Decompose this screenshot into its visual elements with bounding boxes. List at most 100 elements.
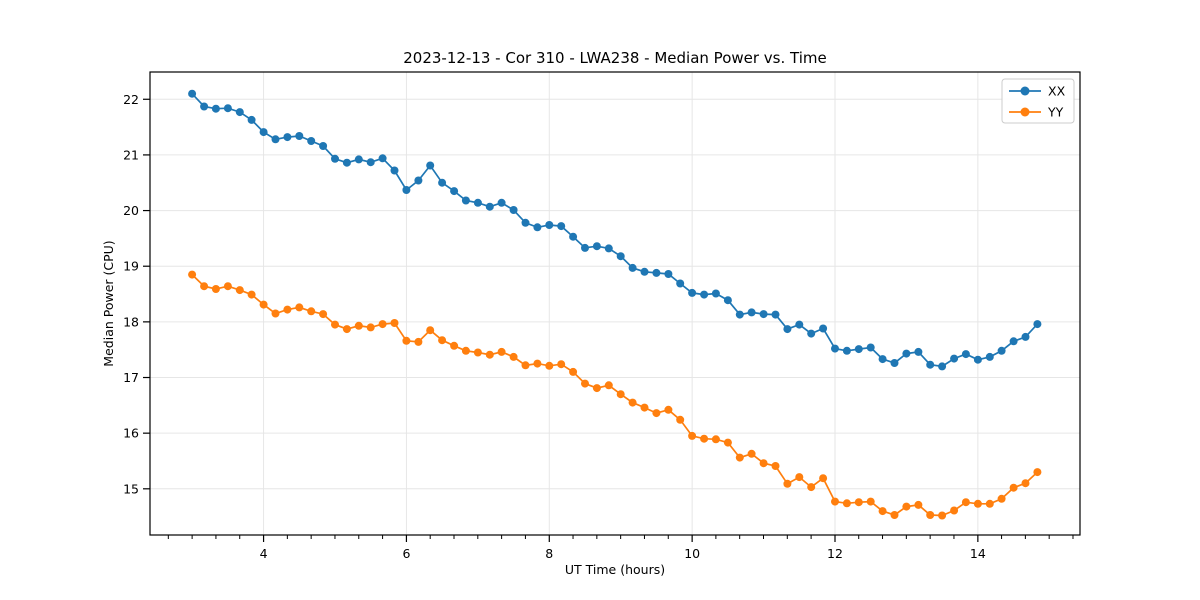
series-marker-yy	[973, 499, 982, 508]
series-marker-xx	[604, 244, 613, 253]
series-marker-yy	[331, 320, 339, 329]
series-marker-yy	[307, 307, 316, 316]
series-marker-yy	[831, 497, 839, 506]
series-marker-yy	[711, 435, 720, 444]
series-marker-yy	[854, 498, 863, 507]
series-marker-xx	[378, 154, 387, 163]
series-marker-yy	[1033, 468, 1042, 477]
series-marker-xx	[854, 345, 863, 354]
series-marker-xx	[569, 232, 578, 241]
series-marker-xx	[759, 310, 768, 319]
series-marker-yy	[747, 449, 756, 458]
x-tick-label: 4	[260, 546, 268, 561]
series-marker-xx	[342, 158, 351, 167]
series-marker-yy	[235, 286, 244, 295]
series-marker-xx	[402, 186, 411, 194]
series-marker-xx	[938, 362, 947, 371]
series-marker-xx	[997, 346, 1006, 355]
series-marker-xx	[926, 360, 935, 369]
series-marker-xx	[866, 343, 875, 352]
legend-item-yy: YY	[1009, 105, 1064, 120]
series-marker-yy	[247, 290, 256, 299]
series-marker-xx	[223, 104, 232, 113]
series-marker-yy	[676, 415, 685, 424]
series-marker-yy	[783, 479, 792, 488]
series-marker-xx	[283, 133, 292, 142]
series-marker-xx	[533, 223, 542, 232]
legend-marker-sample	[1020, 107, 1030, 117]
series-marker-xx	[819, 324, 828, 333]
series-marker-xx	[497, 198, 506, 207]
series-marker-xx	[557, 222, 566, 231]
tick-marks	[143, 98, 1074, 542]
series-marker-xx	[890, 359, 899, 367]
series-marker-yy	[295, 303, 304, 312]
series-marker-xx	[961, 350, 970, 359]
series-marker-xx	[950, 354, 959, 363]
series-marker-yy	[997, 494, 1006, 503]
series-marker-yy	[200, 282, 209, 291]
series-marker-yy	[735, 453, 744, 462]
series-marker-yy	[473, 348, 482, 357]
series-marker-xx	[509, 206, 518, 214]
y-tick-label: 17	[123, 370, 139, 385]
series-marker-xx	[485, 202, 494, 211]
series-marker-yy	[926, 511, 935, 519]
series-marker-yy	[581, 379, 589, 388]
series-marker-xx	[426, 161, 435, 170]
series-marker-xx	[366, 158, 375, 167]
series-marker-yy	[604, 381, 613, 390]
series-marker-xx	[461, 196, 470, 205]
series-marker-xx	[235, 108, 244, 117]
series-marker-yy	[188, 270, 197, 279]
series-marker-yy	[819, 474, 828, 483]
series-marker-xx	[723, 296, 732, 305]
series-marker-xx	[652, 268, 661, 277]
legend-label: XX	[1048, 84, 1066, 99]
series-marker-yy	[950, 506, 959, 515]
series-marker-yy	[759, 459, 768, 468]
series-marker-xx	[307, 137, 316, 145]
x-axis-label: UT Time (hours)	[565, 562, 665, 577]
series-marker-yy	[378, 320, 387, 329]
series-marker-yy	[366, 323, 375, 332]
series-line-xx	[191, 93, 1039, 368]
series-marker-xx	[331, 154, 339, 163]
tick-labels: 4 6 8 10 12 14 15 16 17 18 19 20 21 22	[123, 92, 986, 561]
series-marker-yy	[640, 403, 649, 412]
series-marker-xx	[640, 267, 649, 276]
y-tick-label: 16	[123, 426, 139, 441]
series-marker-yy	[485, 350, 494, 359]
series-marker-yy	[259, 300, 268, 309]
gridlines	[150, 72, 1080, 535]
y-tick-label: 22	[123, 92, 139, 107]
series-marker-xx	[747, 308, 756, 317]
series-marker-yy	[438, 336, 447, 345]
series-marker-xx	[354, 155, 363, 164]
series-marker-yy	[688, 431, 697, 440]
series-marker-xx	[390, 166, 399, 175]
x-tick-label: 10	[684, 546, 700, 561]
series-marker-xx	[521, 218, 530, 227]
series-marker-xx	[1033, 320, 1042, 329]
y-tick-label: 18	[123, 314, 139, 329]
series-marker-xx	[628, 263, 637, 272]
series-marker-yy	[985, 499, 994, 508]
legend-label: YY	[1047, 105, 1064, 120]
y-axis-label: Median Power (CPU)	[101, 240, 116, 366]
series-marker-xx	[211, 104, 220, 113]
series-marker-yy	[961, 498, 970, 507]
series-marker-yy	[700, 434, 709, 443]
series-marker-xx	[735, 310, 744, 319]
series-marker-yy	[878, 507, 887, 516]
data-series	[188, 89, 1042, 520]
series-marker-yy	[402, 336, 411, 345]
y-tick-label: 20	[123, 203, 139, 218]
series-marker-yy	[795, 473, 804, 482]
series-marker-yy	[545, 361, 554, 370]
series-marker-xx	[545, 221, 554, 229]
series-marker-xx	[473, 198, 482, 207]
series-marker-xx	[688, 288, 697, 297]
